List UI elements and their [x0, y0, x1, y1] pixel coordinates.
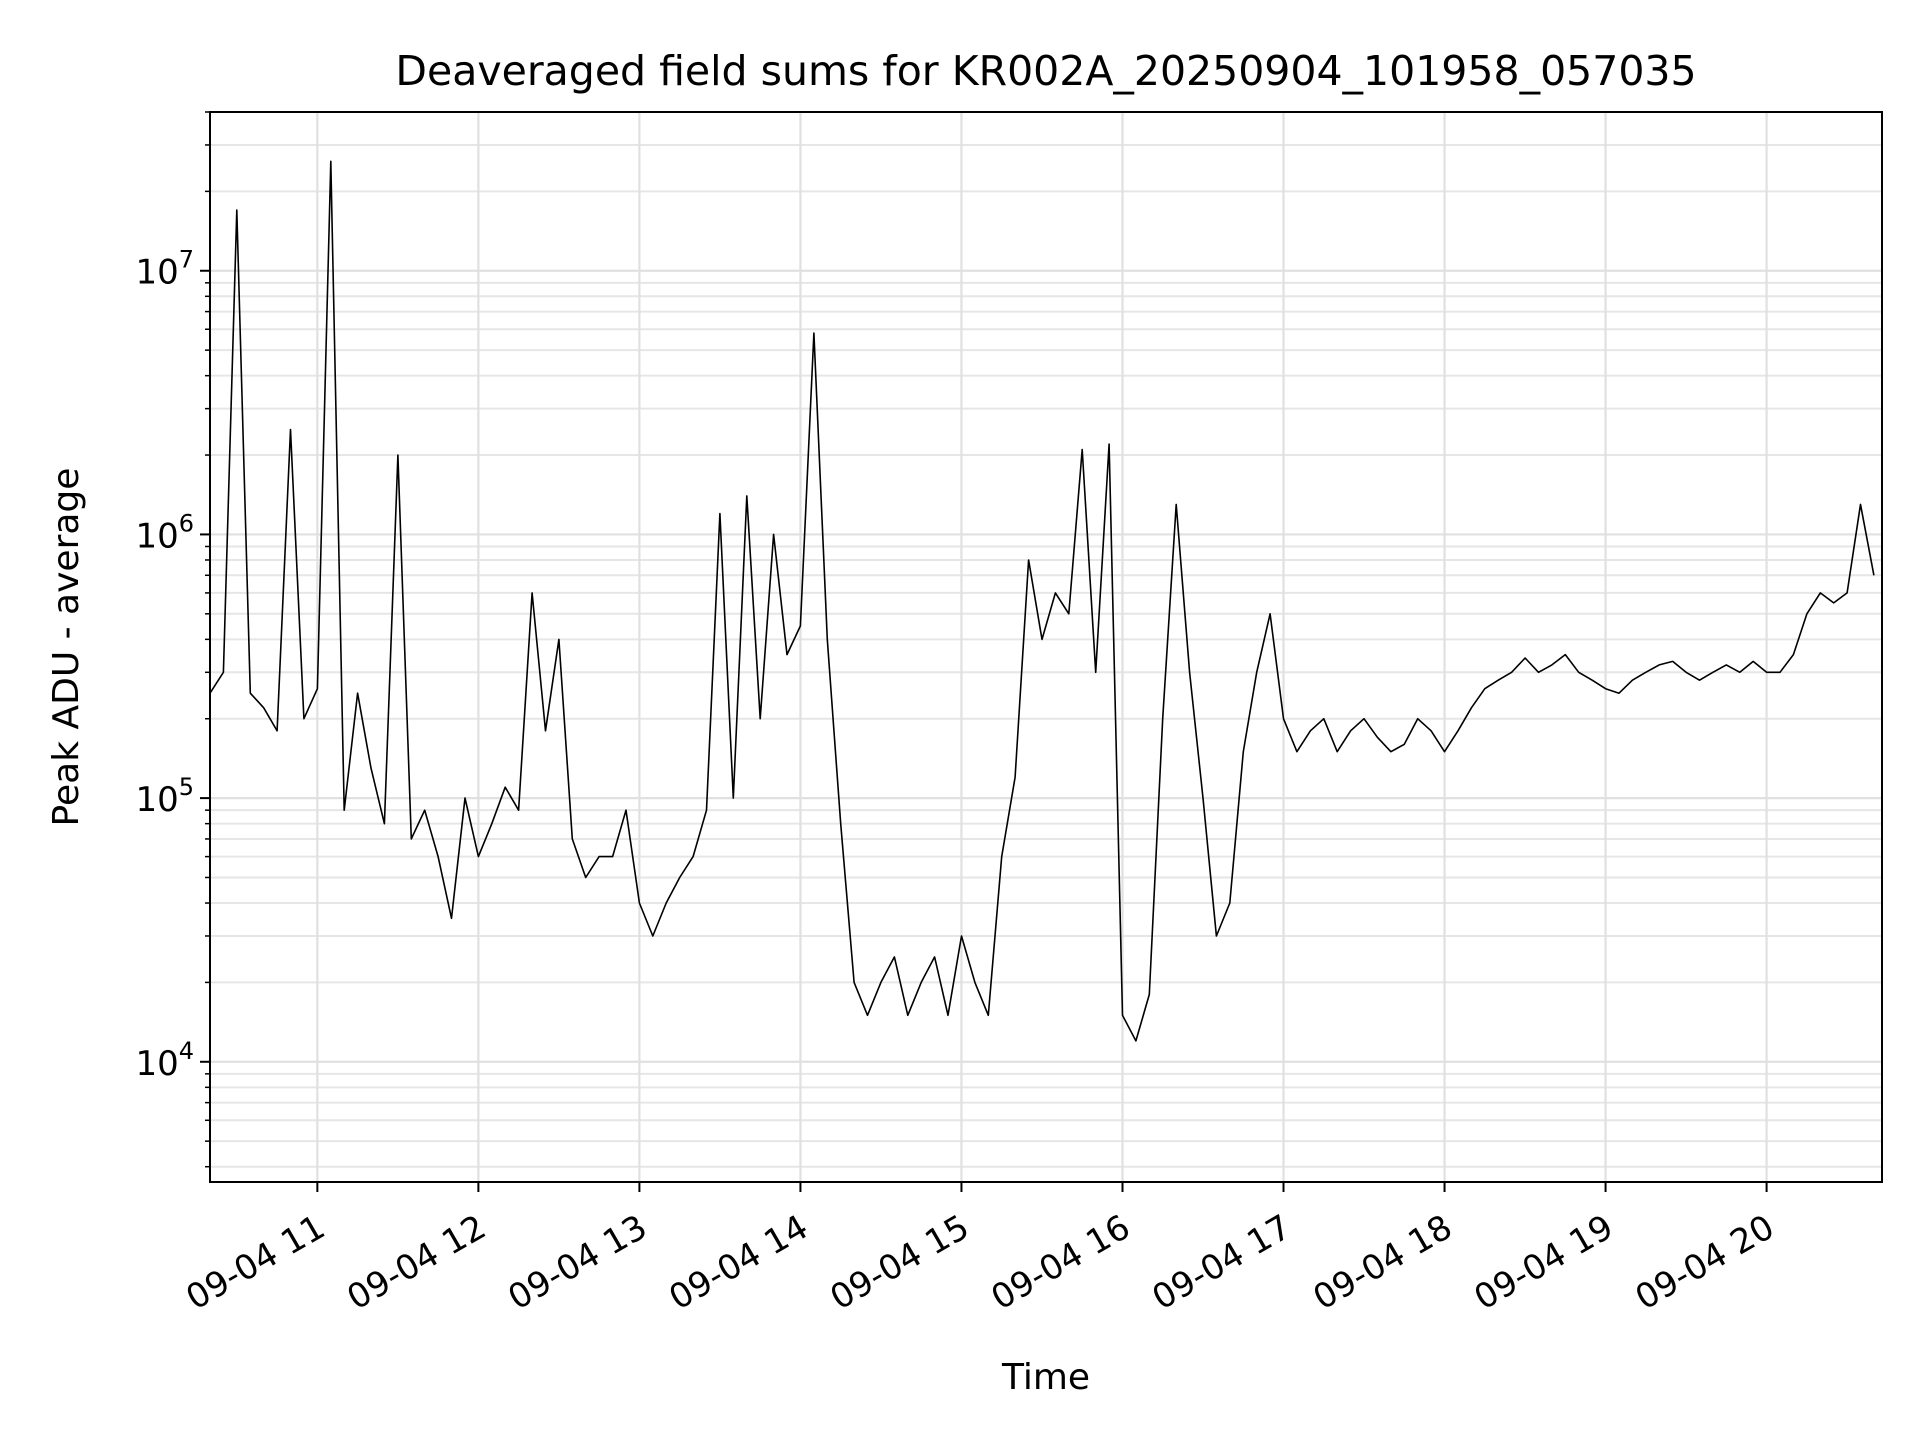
y-axis-label: Peak ADU - average: [46, 468, 87, 827]
y-tick-label: 106: [135, 509, 194, 556]
data-line: [209, 160, 1875, 1042]
x-axis-label: Time: [1001, 1357, 1090, 1398]
y-tick-label: 107: [135, 246, 194, 293]
series-line: [209, 160, 1875, 1042]
y-axis-ticks: 104 105 106 107: [135, 111, 210, 1168]
chart-title: Deaveraged field sums for KR002A_2025090…: [395, 47, 1696, 95]
plot-frame: [209, 111, 1883, 1183]
y-tick-label: 105: [135, 773, 194, 820]
y-tick-label: 104: [135, 1037, 194, 1084]
grid: [210, 111, 1882, 1182]
